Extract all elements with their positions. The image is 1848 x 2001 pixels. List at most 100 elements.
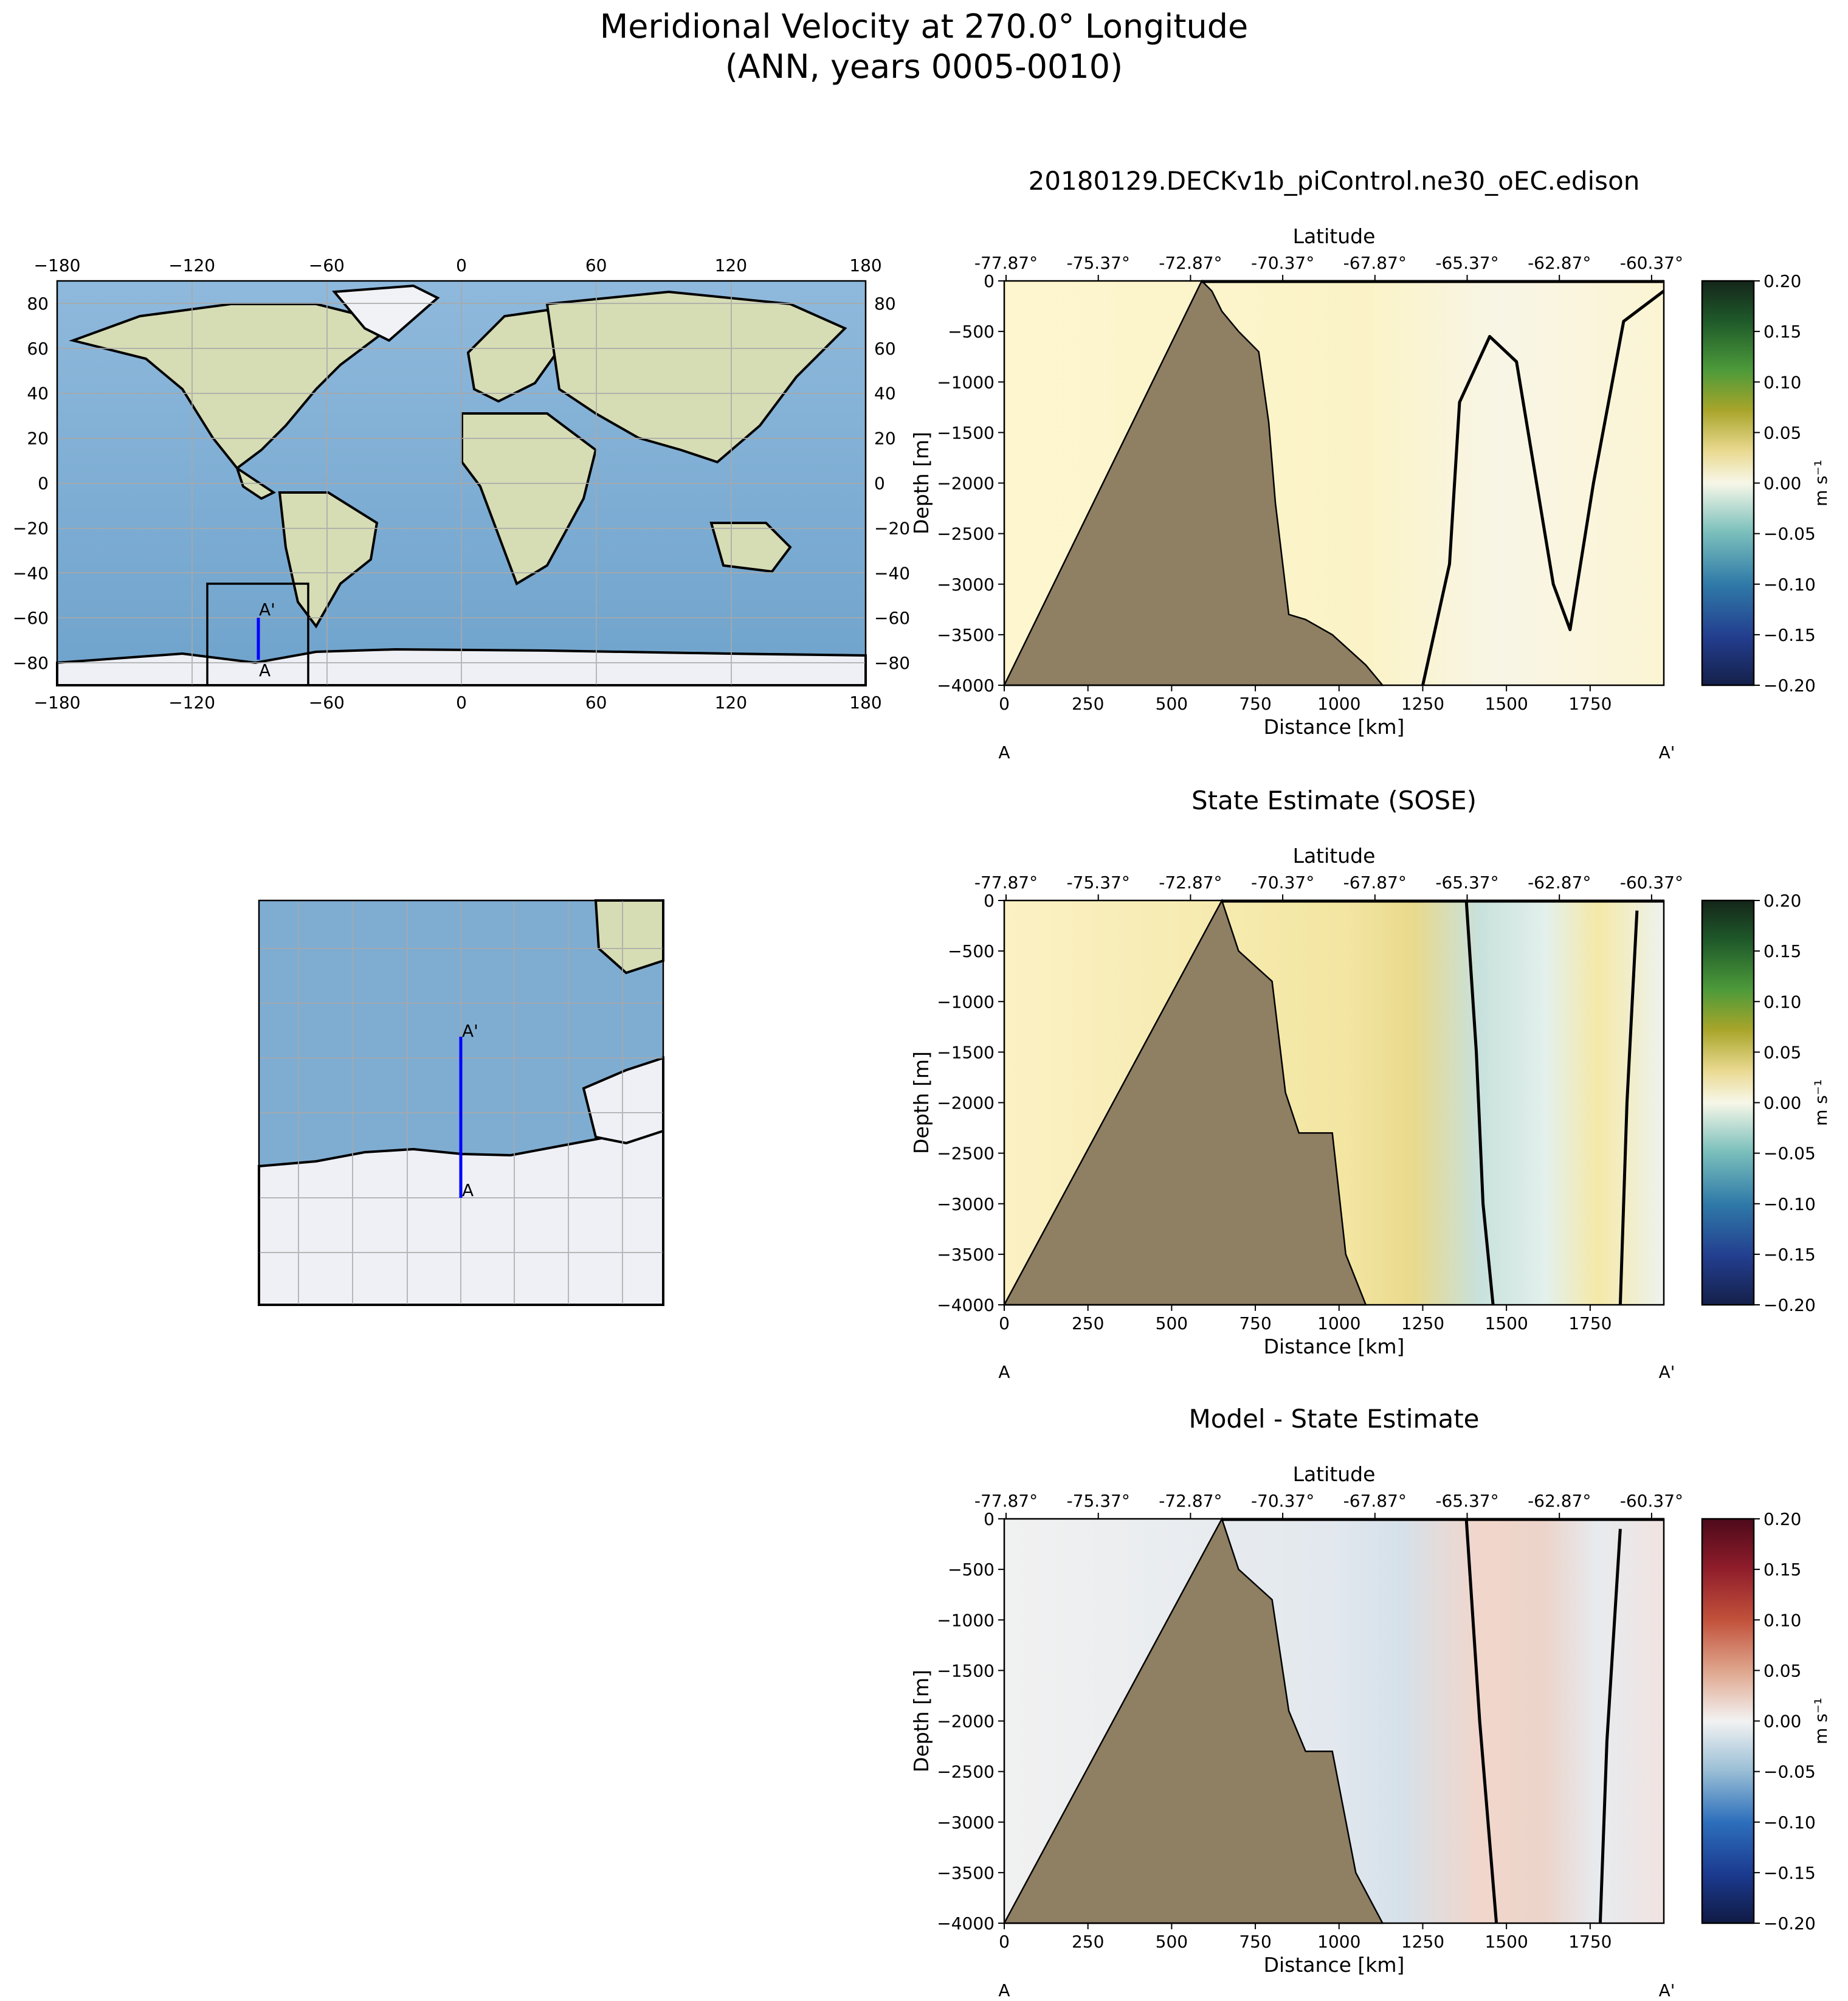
colorbar-tick-label: −0.05: [1764, 524, 1816, 544]
distance-tick-label: 500: [1156, 694, 1188, 714]
depth-tick-label: −1500: [937, 1661, 995, 1681]
lat-tick-label: -60.37°: [1620, 1491, 1683, 1511]
distance-tick-label: 750: [1239, 1932, 1271, 1952]
depth-tick-label: −500: [948, 322, 995, 342]
colorbar: [1701, 899, 1755, 1306]
lat-tick-label: -75.37°: [1067, 253, 1130, 273]
zero-contour: [1618, 910, 1639, 1305]
distance-tick-label: 1000: [1317, 694, 1360, 714]
lat-tick-label: -60.37°: [1620, 253, 1683, 273]
depth-tick-label: −3500: [937, 1863, 995, 1883]
overview-ticks: −180 −180 −120 −120 −60 −60 0 0 60 60 120 120 180 180…: [13, 255, 910, 713]
colorbar-tick-label: −0.10: [1764, 1813, 1816, 1833]
panel-title: 20180129.DECKv1b_piControl.ne30_oEC.edis…: [1029, 166, 1640, 196]
lat-tick-label: -72.87°: [1159, 1491, 1222, 1511]
lat-tick-label: -65.37°: [1435, 253, 1498, 273]
panel-title: Model - State Estimate: [1189, 1404, 1480, 1434]
depth-tick-label: −3500: [937, 1245, 995, 1265]
colorbar-unit-label: m s⁻¹: [1811, 460, 1831, 506]
map-lat-tick-right: 80: [874, 294, 896, 314]
distance-tick-label: 1250: [1401, 694, 1444, 714]
lat-tick-label: -72.87°: [1159, 873, 1222, 893]
colorbar-tick-label: −0.20: [1764, 676, 1816, 696]
map-gridlines: [57, 281, 866, 685]
colorbar-tick-label: −0.05: [1764, 1144, 1816, 1164]
colorbar-tick-label: 0.15: [1764, 322, 1801, 342]
lat-tick-label: -77.87°: [974, 1491, 1038, 1511]
overview-point-b: A': [259, 600, 275, 620]
asia: [545, 290, 847, 464]
lat-tick-label: -62.87°: [1528, 873, 1591, 893]
depth-tick-label: −3000: [937, 1813, 995, 1833]
lat-tick-label: -77.87°: [974, 873, 1038, 893]
depth-tick-label: −500: [948, 1560, 995, 1580]
lat-tick-label: -70.37°: [1251, 253, 1314, 273]
map-lon-tick-bottom: 60: [585, 693, 607, 713]
depth-tick-label: −4000: [937, 676, 995, 696]
colorbar-tick-label: −0.10: [1764, 575, 1816, 595]
overview-frame: [56, 280, 867, 686]
map-lat-tick-right: 60: [874, 339, 896, 359]
depth-tick-label: −1500: [937, 1042, 995, 1062]
colorbar-tick-label: −0.15: [1764, 625, 1816, 645]
bathymetry: [1002, 279, 1385, 686]
map-lat-tick-right: 20: [874, 429, 896, 449]
colorbar-tick-label: −0.15: [1764, 1245, 1816, 1265]
map-lat-tick-right: 40: [874, 384, 896, 404]
lat-tick-label: -70.37°: [1251, 873, 1314, 893]
end-label-b: A': [1659, 742, 1675, 762]
map-lat-tick-left: −60: [13, 608, 49, 628]
colorbar-tick-label: 0.05: [1764, 1042, 1801, 1062]
colorbar-tick-label: 0.10: [1764, 372, 1801, 392]
depth-tick-label: 0: [984, 1509, 995, 1529]
lat-tick-label: -67.87°: [1343, 253, 1407, 273]
latitude-label: Latitude: [1293, 1462, 1376, 1486]
distance-tick-label: 500: [1156, 1932, 1188, 1952]
end-label-b: A': [1659, 1980, 1675, 1999]
map-lon-tick-bottom: −120: [168, 693, 215, 713]
distance-tick-label: 1500: [1485, 1932, 1528, 1952]
map-lat-tick-left: 40: [27, 384, 49, 404]
end-label-a: A: [998, 1980, 1010, 1999]
map-lat-tick-right: −20: [874, 518, 910, 538]
lat-tick-label: -70.37°: [1251, 1491, 1314, 1511]
lat-tick-label: -67.87°: [1343, 873, 1407, 893]
map-lon-tick-top: 120: [715, 255, 747, 275]
colorbar-tick-label: 0.00: [1764, 1712, 1801, 1732]
inset-frame: [258, 899, 664, 1306]
greenland: [331, 284, 440, 342]
colorbar-tick-label: 0.00: [1764, 1093, 1801, 1113]
colorbar-tick-label: 0.15: [1764, 1560, 1801, 1580]
south-america: [278, 491, 379, 629]
colorbar-tick-label: 0.05: [1764, 423, 1801, 443]
africa: [461, 412, 598, 586]
lat-tick-label: -77.87°: [974, 253, 1038, 273]
distance-label: Distance [km]: [1264, 1335, 1405, 1358]
colorbar-tick-label: 0.15: [1764, 941, 1801, 961]
distance-tick-label: 250: [1072, 1932, 1104, 1952]
end-label-a: A: [998, 742, 1010, 762]
end-label-b: A': [1659, 1362, 1675, 1382]
depth-tick-label: −2500: [937, 1762, 995, 1782]
overview-point-a: A: [259, 660, 271, 680]
distance-tick-label: 1750: [1568, 1313, 1612, 1333]
map-lon-tick-top: 60: [585, 255, 607, 275]
zero-contour: [1598, 1529, 1622, 1924]
map-lat-tick-right: −40: [874, 563, 910, 583]
distance-label: Distance [km]: [1264, 1953, 1405, 1977]
inset-map: A' A: [258, 899, 664, 1306]
depth-tick-label: 0: [984, 271, 995, 291]
depth-tick-label: −2000: [937, 474, 995, 494]
overview-map: A' A −180 −180 −120 −120 −60 −60 0 0 60 60 120 120 1…: [13, 255, 910, 713]
distance-label: Distance [km]: [1264, 715, 1405, 739]
depth-label: Depth [m]: [909, 1670, 933, 1772]
distance-tick-label: 0: [999, 1313, 1010, 1333]
distance-tick-label: 250: [1072, 694, 1104, 714]
lat-tick-label: -60.37°: [1620, 873, 1683, 893]
distance-tick-label: 750: [1239, 694, 1271, 714]
depth-tick-label: −1000: [937, 372, 995, 392]
depth-tick-label: −2000: [937, 1712, 995, 1732]
zero-contour: [1464, 1518, 1498, 1924]
map-lat-tick-left: 20: [27, 429, 49, 449]
